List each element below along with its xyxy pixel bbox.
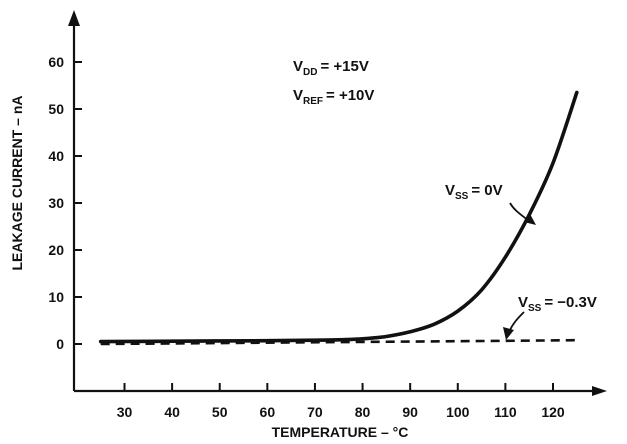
x-tick-label: 40 (164, 404, 180, 420)
y-axis-title: LEAKAGE CURRENT – nA (9, 95, 25, 270)
x-tick-label: 120 (541, 404, 565, 420)
leader-arrowhead-vss-neg (503, 327, 514, 340)
x-tick-label: 100 (446, 404, 470, 420)
y-tick-label: 30 (48, 195, 64, 211)
annotations: VDD = +15V VREF = +10V VSS = 0V VSS = −0.3V (293, 58, 597, 340)
x-axis-arrow (592, 386, 607, 396)
y-axis-arrow (68, 10, 80, 26)
x-tick-label: 80 (355, 404, 371, 420)
leader-line-vss-neg (508, 311, 525, 333)
series-vss-0v-line (98, 90, 579, 344)
leader-line-vss-0v (509, 202, 530, 222)
condition-vref: VREF = +10V (293, 87, 374, 107)
y-tick-label: 50 (48, 101, 64, 117)
series-label-vss-0v: VSS = 0V (445, 182, 503, 202)
y-tick-label: 40 (48, 148, 64, 164)
condition-vdd: VDD = +15V (293, 58, 369, 78)
axes (68, 10, 607, 396)
series-label-vss-neg-0.3v: VSS = −0.3V (518, 294, 597, 314)
x-tick-label: 110 (494, 404, 517, 420)
x-tick-label: 60 (260, 404, 276, 420)
leader-arrowhead-vss-0v (524, 214, 536, 225)
x-tick-label: 70 (307, 404, 323, 420)
series-vss-neg-0.3v-line (100, 338, 577, 346)
y-tick-label: 20 (48, 242, 64, 258)
y-tick-label: 60 (48, 54, 64, 70)
x-tick-label: 50 (212, 404, 228, 420)
x-tick-label: 90 (402, 404, 418, 420)
x-tick-label: 30 (117, 404, 133, 420)
x-axis-title: TEMPERATURE – °C (272, 424, 409, 440)
ticks: 0 10 20 30 40 50 60 30 40 50 60 70 80 90 100 110 120 (48, 54, 564, 420)
y-tick-label: 0 (56, 336, 64, 352)
series-group (98, 90, 579, 346)
y-tick-label: 10 (48, 289, 64, 305)
